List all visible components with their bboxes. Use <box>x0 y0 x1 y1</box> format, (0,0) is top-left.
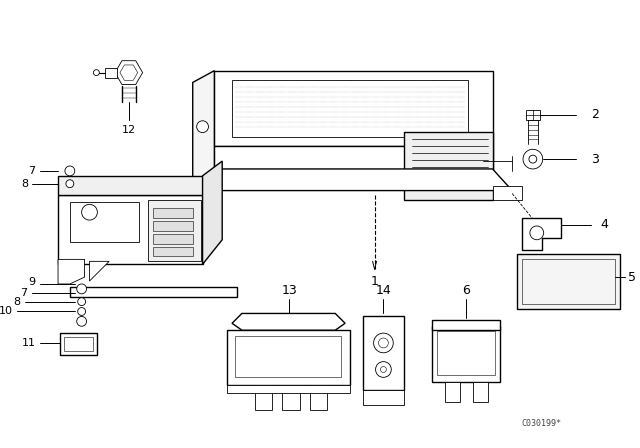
Text: 2: 2 <box>591 108 599 121</box>
Polygon shape <box>70 287 237 297</box>
Circle shape <box>196 121 209 133</box>
Polygon shape <box>227 330 350 385</box>
Bar <box>363 316 404 390</box>
Text: 7: 7 <box>28 166 35 176</box>
Bar <box>235 336 341 377</box>
Polygon shape <box>214 146 493 171</box>
Polygon shape <box>115 60 143 85</box>
Circle shape <box>374 333 393 353</box>
Polygon shape <box>90 261 109 281</box>
Text: 12: 12 <box>122 125 136 135</box>
Bar <box>154 246 193 256</box>
Circle shape <box>77 308 86 315</box>
Bar <box>473 382 488 402</box>
Polygon shape <box>214 169 512 190</box>
Bar <box>64 337 93 351</box>
Polygon shape <box>431 320 500 330</box>
Bar <box>154 221 193 231</box>
Polygon shape <box>526 110 540 120</box>
Bar <box>445 382 460 402</box>
Bar <box>517 254 620 309</box>
Bar <box>154 208 193 218</box>
Polygon shape <box>202 161 222 264</box>
Text: C030199*: C030199* <box>522 419 561 428</box>
Polygon shape <box>363 390 404 405</box>
Circle shape <box>380 366 387 372</box>
Polygon shape <box>493 185 522 200</box>
Polygon shape <box>148 200 200 261</box>
Polygon shape <box>404 132 493 200</box>
Polygon shape <box>214 71 493 146</box>
Polygon shape <box>58 195 202 264</box>
Bar <box>255 385 273 410</box>
Polygon shape <box>120 65 138 80</box>
Text: 9: 9 <box>28 277 35 287</box>
Text: 8: 8 <box>21 179 29 189</box>
Bar <box>70 202 139 241</box>
Text: 5: 5 <box>628 271 636 284</box>
Circle shape <box>376 362 391 377</box>
Polygon shape <box>105 68 117 78</box>
Bar <box>310 385 328 410</box>
Circle shape <box>529 155 537 163</box>
Circle shape <box>523 149 543 169</box>
Bar <box>522 259 616 304</box>
Bar <box>436 331 495 375</box>
Bar <box>282 385 300 410</box>
Text: 11: 11 <box>21 338 35 348</box>
Circle shape <box>82 204 97 220</box>
Polygon shape <box>193 71 214 183</box>
Text: 3: 3 <box>591 153 599 166</box>
Polygon shape <box>232 314 345 330</box>
Polygon shape <box>58 176 202 195</box>
Circle shape <box>77 298 86 306</box>
Circle shape <box>66 180 74 188</box>
Text: 1: 1 <box>371 276 378 289</box>
Text: 6: 6 <box>462 284 470 297</box>
Circle shape <box>77 284 86 294</box>
Text: 4: 4 <box>601 219 609 232</box>
Text: 13: 13 <box>281 284 297 297</box>
Circle shape <box>65 166 75 176</box>
Circle shape <box>93 70 99 76</box>
Circle shape <box>530 226 543 240</box>
Polygon shape <box>522 218 561 250</box>
Polygon shape <box>193 183 214 210</box>
Polygon shape <box>431 326 500 382</box>
Bar <box>60 333 97 355</box>
Polygon shape <box>232 81 468 137</box>
Bar <box>227 385 350 393</box>
Text: 8: 8 <box>13 297 20 307</box>
Text: 14: 14 <box>376 284 391 297</box>
Circle shape <box>77 316 86 326</box>
Text: 10: 10 <box>0 306 13 316</box>
Polygon shape <box>242 316 335 330</box>
Circle shape <box>378 338 388 348</box>
Text: 7: 7 <box>20 288 28 298</box>
Polygon shape <box>58 259 84 284</box>
Bar <box>154 234 193 244</box>
